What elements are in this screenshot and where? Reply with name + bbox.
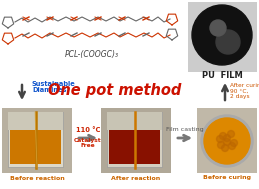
- Text: PCL-(COOGC)₃: PCL-(COOGC)₃: [65, 50, 119, 60]
- Circle shape: [219, 132, 227, 139]
- FancyBboxPatch shape: [8, 112, 63, 167]
- Circle shape: [217, 136, 224, 143]
- Text: Before reaction: Before reaction: [10, 176, 64, 180]
- Text: Catalyst
Free: Catalyst Free: [74, 138, 102, 148]
- FancyBboxPatch shape: [107, 112, 162, 167]
- FancyBboxPatch shape: [188, 2, 257, 72]
- Circle shape: [192, 5, 252, 65]
- Text: After curing
90 °C,
2 days: After curing 90 °C, 2 days: [230, 83, 259, 99]
- Circle shape: [221, 145, 228, 152]
- Circle shape: [224, 139, 231, 146]
- Circle shape: [210, 20, 226, 36]
- FancyBboxPatch shape: [10, 130, 61, 164]
- Text: One pot method: One pot method: [48, 84, 182, 98]
- Text: Before curing: Before curing: [203, 176, 251, 180]
- Text: PU  FILM: PU FILM: [202, 71, 242, 81]
- Text: Sustainable
Diamines: Sustainable Diamines: [32, 81, 76, 94]
- FancyBboxPatch shape: [101, 108, 171, 173]
- Circle shape: [204, 118, 250, 164]
- Circle shape: [231, 139, 238, 146]
- Circle shape: [201, 115, 253, 167]
- Circle shape: [227, 130, 234, 138]
- FancyBboxPatch shape: [197, 108, 257, 173]
- Text: Film casting: Film casting: [166, 128, 204, 132]
- FancyBboxPatch shape: [2, 108, 72, 173]
- Circle shape: [224, 135, 231, 142]
- Text: After reaction: After reaction: [111, 176, 161, 180]
- FancyBboxPatch shape: [8, 112, 63, 130]
- FancyBboxPatch shape: [107, 112, 162, 130]
- Circle shape: [228, 143, 235, 149]
- Text: 110 °C: 110 °C: [76, 127, 100, 133]
- Circle shape: [216, 30, 240, 54]
- Circle shape: [218, 142, 225, 149]
- FancyBboxPatch shape: [109, 130, 160, 164]
